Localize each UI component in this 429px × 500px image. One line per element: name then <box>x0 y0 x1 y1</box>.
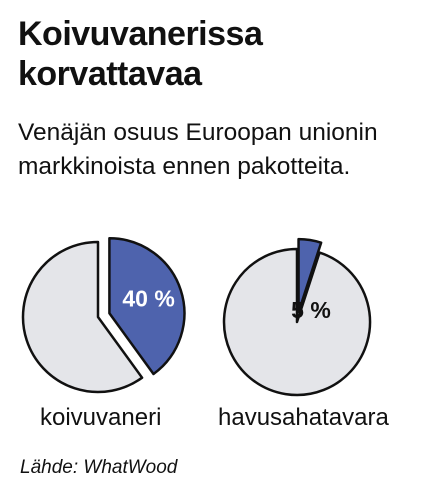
slice-russia-koivuvaneri <box>108 237 186 376</box>
pie-havusahatavara: 5 % <box>222 237 372 397</box>
category-label-koivuvaneri: koivuvaneri <box>40 404 162 431</box>
slice-russia-havusahatavara <box>297 237 323 314</box>
category-label-havusahatavara: havusahatavara <box>218 404 389 431</box>
value-label-koivuvaneri: 40 % <box>122 286 174 312</box>
source-note: Lähde: WhatWood <box>20 457 178 478</box>
slice-rest-koivuvaneri <box>21 240 144 394</box>
value-label-havusahatavara: 5 % <box>291 297 331 323</box>
pie-koivuvaneri: 40 % <box>21 237 186 394</box>
chart-title: Koivuvanerissa korvattavaa <box>18 15 263 93</box>
chart-subtitle: Venäjän osuus Euroopan unionin markkinoi… <box>18 119 378 180</box>
slice-rest-havusahatavara <box>222 247 372 397</box>
